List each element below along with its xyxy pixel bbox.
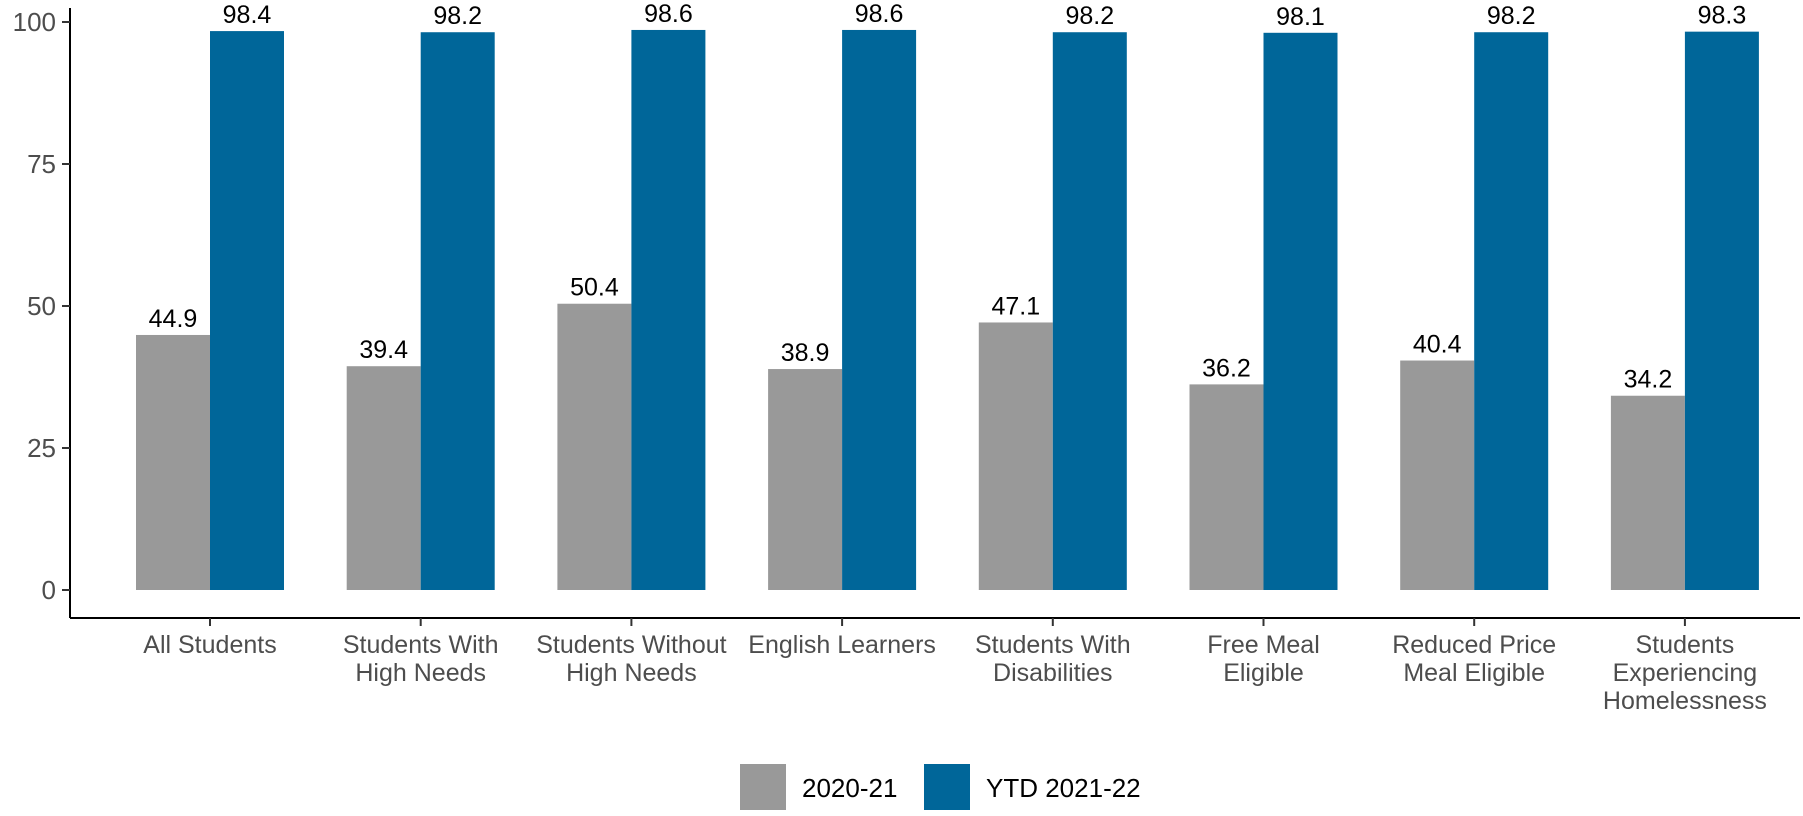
x-category-label-line: Students Without xyxy=(536,631,726,659)
x-category-label-line: Free Meal xyxy=(1207,631,1320,659)
x-category-label-line: Eligible xyxy=(1223,659,1304,687)
bar xyxy=(346,366,421,590)
bar xyxy=(1474,32,1549,590)
bar xyxy=(1684,31,1759,590)
x-category-label-line: Experiencing xyxy=(1613,659,1758,687)
bar xyxy=(210,31,284,590)
data-label: 98.6 xyxy=(644,0,693,28)
bar xyxy=(842,29,917,590)
x-category-label: Students With Disabilities xyxy=(975,631,1131,687)
x-category-label-line: Disabilities xyxy=(993,659,1112,687)
y-tick-label: 25 xyxy=(27,433,56,463)
data-label: 98.4 xyxy=(223,1,272,29)
data-label: 36.2 xyxy=(1202,354,1251,382)
bar xyxy=(136,334,210,590)
x-category-label: Reduced Price Meal Eligible xyxy=(1392,631,1556,687)
bar xyxy=(1263,32,1338,591)
bar xyxy=(1189,384,1264,590)
data-label: 98.1 xyxy=(1276,3,1325,31)
x-category-label: All Students xyxy=(143,631,276,659)
legend-label: 2020-21 xyxy=(802,773,897,803)
x-category-label-line: All Students xyxy=(143,631,276,659)
data-label: 50.4 xyxy=(570,274,619,302)
bar xyxy=(1400,360,1475,590)
data-label: 44.9 xyxy=(149,305,198,333)
y-tick-label: 0 xyxy=(42,575,56,605)
bars xyxy=(136,29,1759,591)
data-label: 39.4 xyxy=(359,336,408,364)
legend-swatch xyxy=(740,764,786,810)
x-category-label: Students Experiencing Homelessness xyxy=(1603,631,1767,715)
bar xyxy=(420,32,495,590)
x-category-label: English Learners xyxy=(748,631,936,659)
data-label: 98.2 xyxy=(433,2,482,30)
x-category-label-line: Students xyxy=(1636,631,1735,659)
bar xyxy=(1610,395,1685,590)
data-label: 38.9 xyxy=(781,339,830,367)
x-category-label-line: English Learners xyxy=(748,631,936,659)
data-label: 34.2 xyxy=(1624,366,1673,394)
x-category-label-line: Reduced Price xyxy=(1392,631,1556,659)
data-label: 47.1 xyxy=(991,292,1040,320)
x-axis: All Students Students With High NeedsStude… xyxy=(70,617,1800,715)
bar xyxy=(631,29,706,590)
data-label: 98.6 xyxy=(855,0,904,28)
legend-label: YTD 2021-22 xyxy=(986,773,1141,803)
y-axis: 0 25 50 75 100 xyxy=(13,7,71,618)
x-category-label-line: High Needs xyxy=(566,659,697,687)
x-category-label-line: Students With xyxy=(343,631,499,659)
bar xyxy=(1052,32,1127,590)
x-category-label: Students Without High Needs xyxy=(536,631,726,687)
legend: 2020-21 YTD 2021-22 xyxy=(740,764,1141,810)
data-label: 40.4 xyxy=(1413,331,1462,359)
legend-swatch xyxy=(924,764,970,810)
data-labels: 44.9 39.4 50.4 38.9 47.1 36.2 40.4 34.2 98.4 98.2… xyxy=(149,0,1747,394)
x-category-label: Free Meal Eligible xyxy=(1207,631,1320,687)
x-category-label: Students With High Needs xyxy=(343,631,499,687)
y-tick-label: 50 xyxy=(27,291,56,321)
x-category-label-line: Homelessness xyxy=(1603,687,1767,715)
bar xyxy=(557,303,632,590)
x-category-label-line: Students With xyxy=(975,631,1131,659)
data-label: 98.3 xyxy=(1698,2,1747,30)
data-label: 98.2 xyxy=(1065,2,1114,30)
bar xyxy=(978,322,1053,590)
x-category-label-line: Meal Eligible xyxy=(1403,659,1545,687)
bar xyxy=(768,369,843,590)
y-tick-label: 75 xyxy=(27,149,56,179)
data-label: 98.2 xyxy=(1487,2,1536,30)
x-category-label-line: High Needs xyxy=(355,659,486,687)
y-tick-label: 100 xyxy=(13,7,56,37)
